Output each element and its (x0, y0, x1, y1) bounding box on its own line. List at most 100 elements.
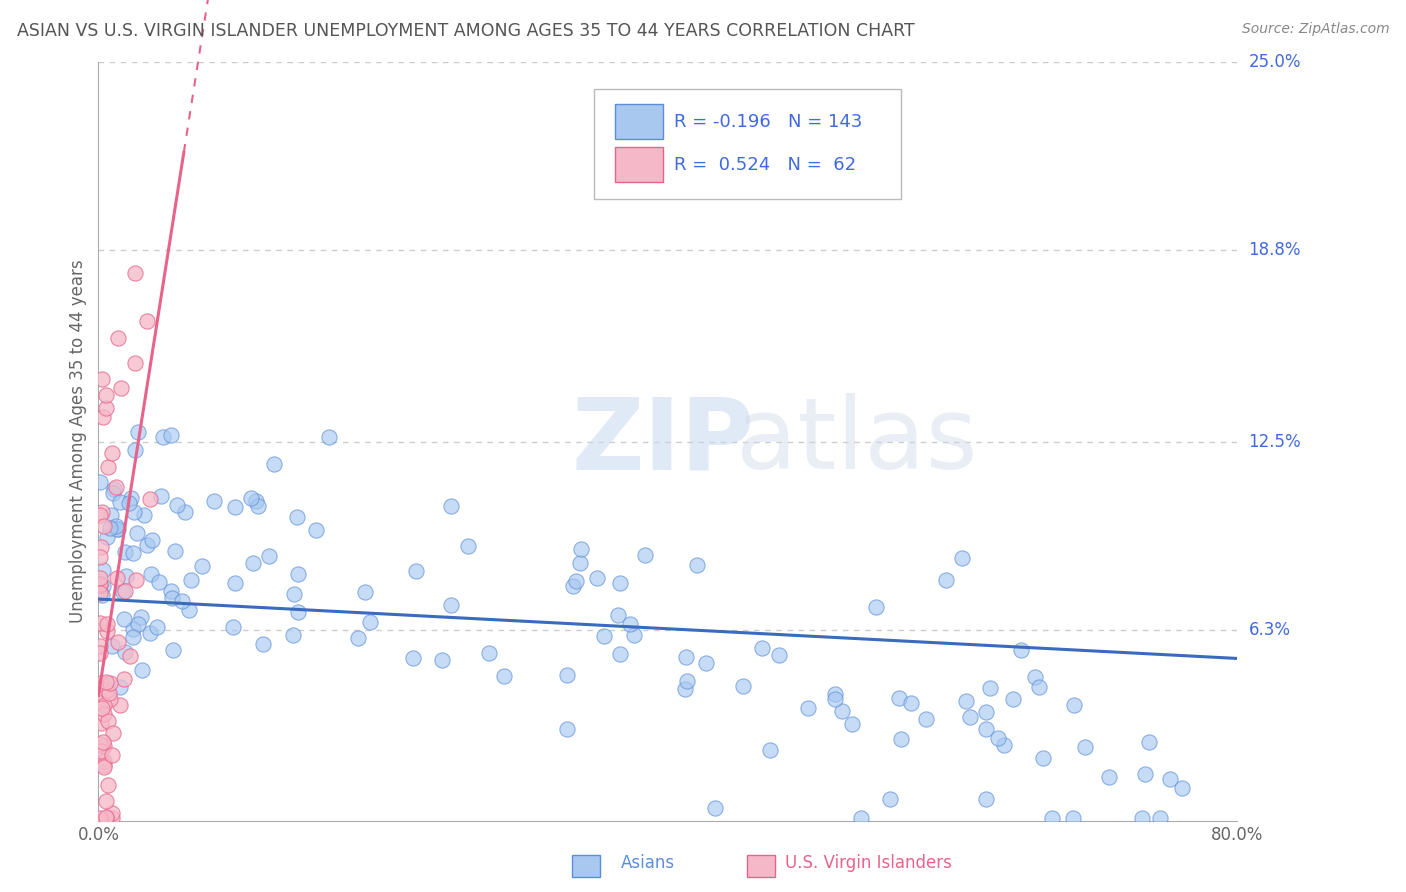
Point (606, 608, 628, 623)
Point (108, 680, 131, 694)
Point (100, 508, 122, 523)
Point (89, 578, 111, 592)
Point (202, 494, 225, 508)
Point (557, 722, 579, 736)
Point (1062, 811, 1084, 825)
Point (974, 705, 997, 719)
Point (562, 579, 585, 593)
Point (1133, 767, 1156, 781)
Point (91, 701, 114, 715)
Point (114, 569, 136, 583)
Text: Asians: Asians (621, 855, 675, 872)
Point (90, 372, 112, 386)
Point (865, 600, 887, 615)
Point (245, 493, 267, 508)
Point (93, 757, 115, 772)
Point (96, 530, 118, 544)
Point (993, 739, 1015, 753)
Point (112, 584, 135, 599)
Point (122, 630, 145, 644)
Point (1074, 739, 1097, 754)
Text: 25.0%: 25.0% (1249, 54, 1301, 71)
Point (935, 573, 957, 587)
Point (318, 430, 340, 444)
Point (120, 491, 142, 505)
Point (93, 698, 115, 712)
Point (900, 696, 922, 710)
Point (96, 624, 118, 638)
Point (402, 650, 425, 665)
Point (162, 642, 184, 657)
Point (98, 521, 121, 535)
Point (440, 500, 463, 514)
Point (224, 576, 246, 591)
Point (759, 743, 782, 757)
Point (89, 616, 111, 631)
Point (557, 667, 579, 681)
Point (634, 548, 657, 562)
Point (242, 556, 264, 570)
Point (252, 637, 274, 651)
Point (131, 663, 153, 677)
Point (879, 792, 901, 806)
Point (93, 754, 115, 768)
Point (160, 591, 183, 605)
Point (124, 505, 146, 519)
Point (139, 566, 162, 581)
Point (831, 704, 853, 718)
Point (1149, 811, 1171, 825)
Point (623, 627, 645, 641)
Point (283, 628, 305, 642)
Point (98, 692, 121, 706)
Point (101, 805, 124, 820)
Point (105, 518, 128, 533)
Point (101, 811, 124, 825)
Point (159, 583, 181, 598)
Point (110, 495, 132, 509)
Point (571, 542, 593, 557)
Point (101, 639, 124, 653)
Point (1137, 735, 1160, 749)
Point (107, 330, 129, 344)
Point (959, 710, 981, 724)
Point (89, 577, 111, 591)
Point (90, 676, 112, 690)
Point (90, 540, 112, 554)
Point (768, 648, 790, 662)
Point (91, 579, 114, 593)
Point (114, 545, 136, 559)
Point (1032, 750, 1054, 764)
Point (91, 734, 114, 748)
Point (564, 574, 586, 588)
Point (93, 739, 115, 753)
Point (1170, 781, 1192, 796)
Point (851, 811, 873, 825)
Point (173, 505, 195, 519)
Point (824, 688, 846, 702)
Point (287, 605, 309, 619)
Point (124, 356, 146, 370)
Point (108, 698, 131, 712)
Text: R =  0.524   N =  62: R = 0.524 N = 62 (673, 156, 856, 174)
Text: atlas: atlas (737, 393, 977, 490)
Point (107, 522, 129, 536)
Point (950, 551, 973, 566)
Point (121, 546, 143, 560)
Point (283, 587, 305, 601)
Point (191, 558, 214, 573)
Point (94, 811, 117, 825)
Point (91, 564, 114, 578)
Point (974, 722, 997, 736)
Text: 12.5%: 12.5% (1249, 433, 1301, 450)
Point (731, 679, 754, 693)
Point (569, 557, 592, 571)
Text: Source: ZipAtlas.com: Source: ZipAtlas.com (1241, 22, 1389, 37)
Point (127, 425, 149, 439)
Point (118, 496, 141, 510)
Point (239, 491, 262, 505)
Point (96, 616, 118, 631)
Point (100, 747, 122, 762)
Text: ZIP: ZIP (571, 393, 754, 490)
Point (177, 603, 200, 617)
Point (150, 489, 173, 503)
